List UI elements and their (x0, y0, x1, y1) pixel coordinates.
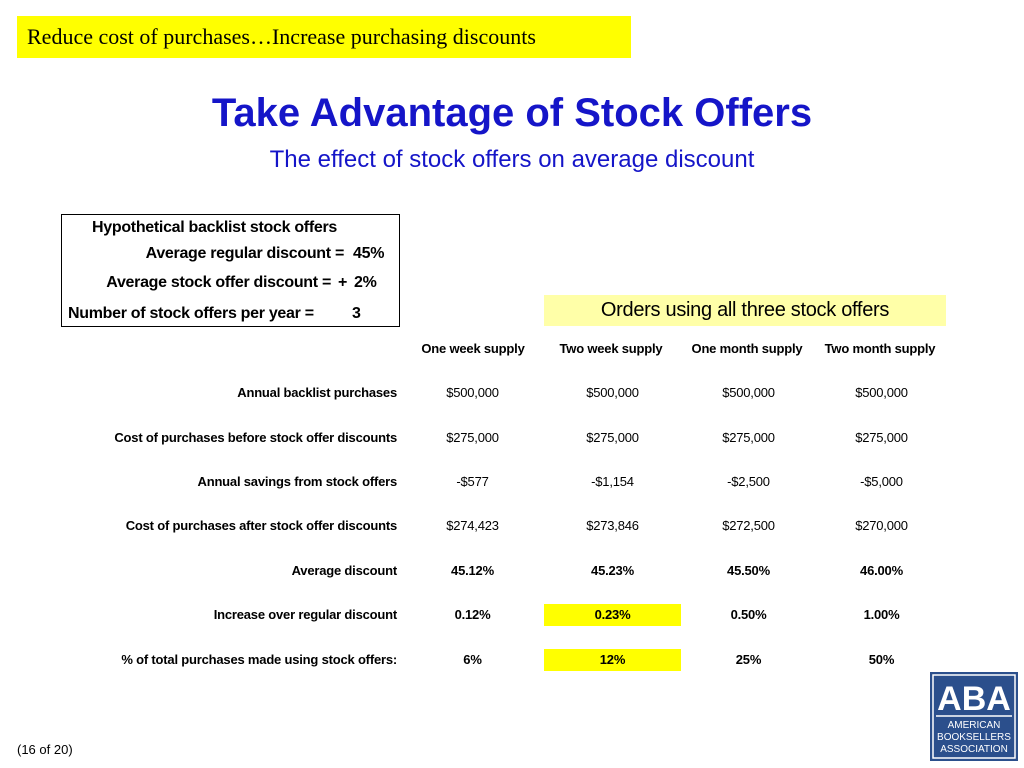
table-cell: $273,846 (586, 518, 639, 533)
page-title: Take Advantage of Stock Offers (211, 91, 813, 135)
table-cell: 0.50% (730, 607, 767, 622)
row-label: Cost of purchases after stock offer disc… (125, 518, 397, 533)
table-cell: $272,500 (722, 518, 775, 533)
aba-logo: ABA AMERICAN BOOKSELLERS ASSOCIATION (930, 672, 1018, 761)
row-label: Average discount (291, 563, 398, 578)
table-cell: $500,000 (722, 385, 775, 400)
table-cell: 25% (735, 652, 762, 667)
stock-offer-discount-label: Average stock offer discount = (106, 274, 331, 291)
table-cell: 50% (868, 652, 895, 667)
column-header: Two week supply (559, 341, 663, 356)
table-cell: -$2,500 (727, 474, 770, 489)
topic-banner: Reduce cost of purchases…Increase purcha… (17, 16, 631, 58)
table-cell: 45.50% (727, 563, 770, 578)
table-cell: $275,000 (446, 430, 499, 445)
regular-discount-label: Average regular discount = (145, 245, 345, 262)
logo-line-1: AMERICAN (948, 720, 1001, 731)
column-header: Two month supply (824, 341, 936, 356)
table-cell: 1.00% (863, 607, 900, 622)
page-counter: (16 of 20) (17, 742, 73, 757)
table-cell: -$1,154 (591, 474, 634, 489)
table-cell: -$5,000 (860, 474, 903, 489)
orders-header: Orders using all three stock offers (544, 295, 946, 326)
stock-offer-sign: + (338, 274, 348, 291)
table-cell: 45.12% (451, 563, 494, 578)
row-label: Annual savings from stock offers (197, 474, 398, 489)
regular-discount-value: 45% (353, 245, 385, 262)
assumptions-box: Hypothetical backlist stock offers Avera… (61, 214, 400, 327)
row-label: % of total purchases made using stock of… (121, 652, 397, 667)
logo-line-3: ASSOCIATION (940, 744, 1008, 755)
offers-per-year-label: Number of stock offers per year = (68, 305, 314, 322)
table-cell: 0.12% (454, 607, 491, 622)
highlighted-cell: 0.23% (544, 604, 681, 626)
stock-offer-discount-value: 2% (354, 274, 377, 291)
table-cell: $275,000 (586, 430, 639, 445)
table-cell: 6% (463, 652, 482, 667)
table-cell: 46.00% (860, 563, 903, 578)
table-cell: $275,000 (722, 430, 775, 445)
table-cell: $275,000 (855, 430, 908, 445)
column-header: One month supply (691, 341, 803, 356)
table-cell: -$577 (456, 474, 489, 489)
logo-line-2: BOOKSELLERS (937, 732, 1011, 743)
logo-letters: ABA (937, 680, 1011, 718)
table-cell: 45.23% (591, 563, 634, 578)
row-label: Annual backlist purchases (237, 385, 397, 400)
table-cell: $500,000 (855, 385, 908, 400)
row-label: Cost of purchases before stock offer dis… (114, 430, 397, 445)
highlighted-cell: 12% (544, 649, 681, 671)
table-cell: $270,000 (855, 518, 908, 533)
assumptions-heading: Hypothetical backlist stock offers (92, 219, 337, 236)
table-cell: $500,000 (586, 385, 639, 400)
table-cell: $274,423 (446, 518, 499, 533)
page-subtitle: The effect of stock offers on average di… (269, 146, 755, 173)
column-header: One week supply (421, 341, 525, 356)
table-cell: $500,000 (446, 385, 499, 400)
offers-per-year-value: 3 (352, 305, 361, 322)
row-label: Increase over regular discount (213, 607, 397, 622)
